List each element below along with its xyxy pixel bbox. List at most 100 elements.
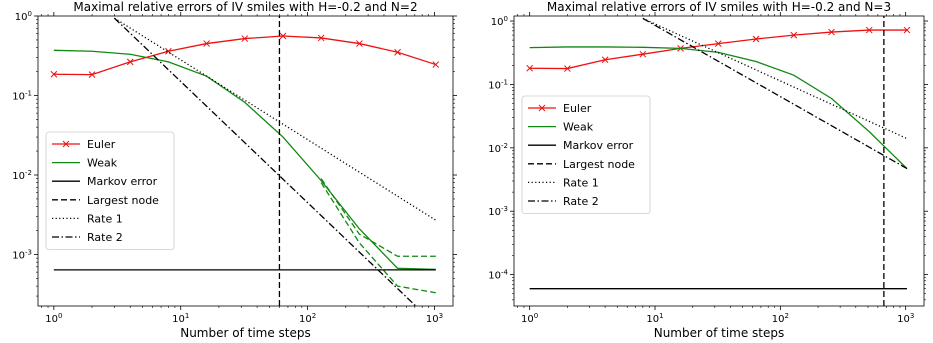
marker-stroke (394, 48, 401, 56)
tick-base: 10 (646, 314, 659, 325)
legend: Euler Weak Markov error Largest node Rate 1 R… (45, 131, 175, 250)
marker-stroke (752, 35, 760, 43)
legend-label: Markov error (563, 139, 634, 152)
x-tick-label: 101 (172, 312, 189, 325)
marker-stroke (790, 31, 798, 39)
y-tick-label: 10-3 (488, 205, 508, 218)
x-tick-label: 103 (897, 312, 914, 325)
chart-title: Maximal relative errors of IV smiles wit… (547, 0, 891, 14)
legend-label: Rate 2 (563, 195, 599, 208)
legend-item-rate-2: Rate 2 (528, 195, 599, 208)
tick-exponent: -1 (25, 89, 32, 97)
legend-marker (62, 140, 70, 148)
rate-2-line (113, 17, 417, 306)
x-tick-label: 103 (426, 312, 443, 325)
tick-base: 10 (491, 17, 504, 28)
extra-3-line (320, 182, 436, 294)
marker-stroke (903, 26, 911, 34)
legend-item-markov-error: Markov error (528, 139, 634, 152)
legend-label: Weak (87, 157, 118, 170)
x-tick-label: 100 (45, 312, 62, 325)
plot-area (526, 16, 911, 306)
tick-exponent: -1 (501, 78, 508, 86)
tick-exponent: 2 (312, 312, 316, 320)
tick-exponent: 1 (185, 312, 189, 320)
legend-item-weak: Weak (52, 157, 118, 170)
tick-base: 10 (12, 91, 25, 102)
euler-marker (526, 64, 534, 72)
euler-marker (432, 61, 440, 68)
tick-exponent: 0 (28, 10, 32, 18)
marker-stroke (601, 56, 609, 64)
rate-1-line (642, 17, 908, 140)
legend-item-rate-1: Rate 1 (52, 212, 123, 225)
legend-box (45, 131, 175, 250)
tick-exponent: 2 (784, 312, 788, 320)
legend-label: Weak (563, 121, 594, 134)
legend-label: Largest node (563, 158, 635, 171)
y-tick-label: 10-2 (12, 169, 32, 182)
euler-marker (50, 70, 58, 78)
y-tick-label: 10-1 (12, 89, 32, 102)
euler-marker (828, 28, 835, 36)
tick-exponent: 0 (534, 312, 538, 320)
euler-marker (165, 47, 172, 55)
marker-stroke (714, 40, 722, 47)
chart-panel-1: Maximal relative errors of IV smiles wit… (12, 0, 457, 340)
euler-marker (279, 32, 287, 40)
euler-marker (241, 35, 249, 42)
tick-exponent: -2 (501, 142, 508, 150)
x-axis-label: Number of time steps (180, 326, 311, 340)
tick-base: 10 (488, 80, 501, 91)
marker-stroke (356, 40, 363, 47)
legend-label: Largest node (87, 194, 159, 207)
tick-exponent: 0 (504, 15, 508, 23)
euler-marker (639, 50, 647, 58)
tick-base: 10 (772, 314, 785, 325)
marker-stroke (865, 26, 873, 34)
euler-marker (903, 26, 911, 34)
tick-base: 10 (12, 250, 25, 261)
tick-base: 10 (488, 144, 501, 155)
legend-item-largest-node: Largest node (52, 194, 159, 207)
marker-stroke (88, 71, 96, 78)
tick-exponent: 0 (58, 312, 62, 320)
tick-exponent: 1 (659, 312, 663, 320)
legend-item-markov-error: Markov error (52, 175, 158, 188)
y-tick-label: 100 (491, 15, 508, 28)
euler-marker (790, 31, 798, 39)
legend-marker (538, 104, 546, 112)
tick-exponent: -4 (501, 269, 509, 277)
weak-line (529, 46, 908, 170)
y-tick-label: 10-2 (488, 142, 508, 155)
euler-marker (865, 26, 873, 34)
tick-exponent: -2 (25, 169, 32, 177)
euler-marker (601, 56, 609, 64)
legend-item-euler: Euler (52, 138, 116, 151)
axes-frame (513, 15, 925, 307)
tick-exponent: -3 (25, 248, 32, 256)
marker-stroke (432, 61, 440, 68)
euler-marker (88, 71, 96, 78)
euler-marker (356, 40, 363, 47)
tick-base: 10 (897, 314, 910, 325)
legend-box (521, 95, 651, 214)
tick-base: 10 (172, 314, 185, 325)
chart-panel-2: Maximal relative errors of IV smiles wit… (488, 0, 928, 340)
marker-stroke (564, 65, 571, 72)
tick-exponent: 3 (910, 312, 914, 320)
legend-label: Rate 2 (87, 231, 123, 244)
x-tick-label: 100 (521, 312, 538, 325)
legend-label: Euler (563, 102, 592, 115)
tick-exponent: -3 (501, 205, 508, 213)
legend-label: Markov error (87, 175, 158, 188)
x-tick-label: 101 (646, 312, 663, 325)
legend-item-euler: Euler (528, 102, 592, 115)
euler-marker (714, 40, 722, 47)
marker-stroke (241, 35, 249, 42)
tick-base: 10 (488, 207, 501, 218)
legend-item-largest-node: Largest node (528, 158, 635, 171)
plot-area (50, 16, 440, 306)
legend-item-rate-2: Rate 2 (52, 231, 123, 244)
x-tick-label: 102 (772, 312, 789, 325)
